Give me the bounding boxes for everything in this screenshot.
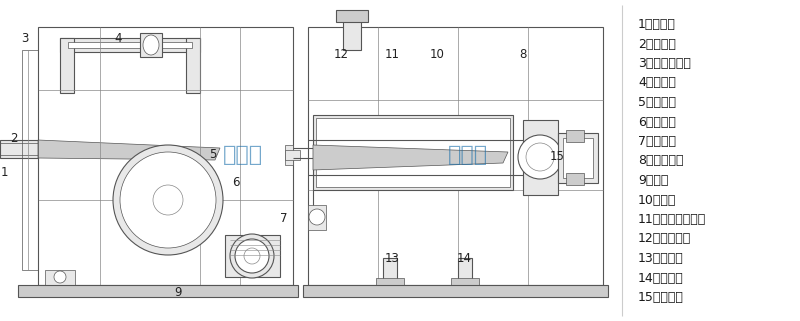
Text: 6: 6 bbox=[232, 176, 240, 188]
Text: 14: 14 bbox=[457, 251, 471, 265]
Bar bbox=[0, 140, 38, 158]
Text: 7: 7 bbox=[280, 213, 288, 225]
Bar bbox=[376, 278, 404, 288]
Bar bbox=[308, 205, 326, 230]
Text: 5: 5 bbox=[210, 149, 217, 161]
Text: 11: 11 bbox=[385, 48, 399, 62]
Text: 1、固定架: 1、固定架 bbox=[638, 18, 676, 31]
Text: 3: 3 bbox=[22, 31, 29, 45]
Bar bbox=[18, 285, 298, 297]
Bar bbox=[558, 133, 598, 183]
Text: 1: 1 bbox=[0, 166, 8, 178]
Bar bbox=[186, 38, 200, 93]
Polygon shape bbox=[38, 140, 220, 160]
Bar bbox=[458, 258, 472, 288]
Text: 13: 13 bbox=[385, 251, 399, 265]
Text: 6、排污口: 6、排污口 bbox=[638, 116, 676, 128]
Text: 7、离心泵: 7、离心泵 bbox=[638, 135, 676, 148]
Text: 2: 2 bbox=[10, 132, 18, 144]
Bar bbox=[303, 285, 608, 297]
Text: 14、放净口: 14、放净口 bbox=[638, 272, 684, 284]
Text: 9、底架: 9、底架 bbox=[638, 174, 668, 187]
Bar bbox=[225, 235, 280, 277]
Text: 新安江: 新安江 bbox=[223, 145, 263, 165]
Bar bbox=[383, 258, 397, 288]
Circle shape bbox=[235, 239, 269, 273]
Bar bbox=[343, 15, 361, 50]
Bar bbox=[316, 118, 510, 187]
Bar bbox=[523, 120, 558, 195]
Bar bbox=[566, 173, 584, 185]
Text: 4: 4 bbox=[114, 31, 122, 45]
Bar bbox=[563, 138, 593, 178]
Ellipse shape bbox=[143, 35, 159, 55]
Circle shape bbox=[518, 135, 562, 179]
Text: 12、蚕汽进口: 12、蚕汽进口 bbox=[638, 232, 691, 246]
Text: 12: 12 bbox=[334, 48, 349, 62]
Text: 8: 8 bbox=[519, 48, 526, 62]
Circle shape bbox=[113, 145, 223, 255]
Circle shape bbox=[54, 271, 66, 283]
Text: 15: 15 bbox=[550, 151, 565, 163]
Bar bbox=[285, 145, 293, 165]
Text: 工业泵: 工业泵 bbox=[448, 145, 488, 165]
Bar bbox=[60, 38, 74, 93]
Text: 2、溢流口: 2、溢流口 bbox=[638, 38, 676, 50]
Bar bbox=[68, 42, 192, 48]
Text: 11、水噴射真空泵: 11、水噴射真空泵 bbox=[638, 213, 706, 226]
Bar bbox=[38, 27, 293, 285]
Bar bbox=[60, 38, 200, 52]
Bar bbox=[566, 130, 584, 142]
Circle shape bbox=[120, 152, 216, 248]
Text: 10: 10 bbox=[430, 48, 445, 62]
Text: 10、水箱: 10、水箱 bbox=[638, 194, 676, 206]
Text: 15、补水口: 15、补水口 bbox=[638, 291, 684, 304]
Bar bbox=[336, 10, 368, 22]
Bar bbox=[451, 278, 479, 288]
Text: 4、止回阀: 4、止回阀 bbox=[638, 76, 676, 90]
Polygon shape bbox=[313, 145, 508, 170]
Text: 8、系统球阀: 8、系统球阀 bbox=[638, 154, 683, 168]
Text: 5、缓冲罐: 5、缓冲罐 bbox=[638, 96, 676, 109]
Circle shape bbox=[230, 234, 274, 278]
Text: 13、放净口: 13、放净口 bbox=[638, 252, 684, 265]
Bar bbox=[140, 33, 162, 57]
Bar bbox=[313, 115, 513, 190]
Bar bbox=[285, 150, 300, 160]
Bar bbox=[308, 27, 603, 285]
Bar bbox=[45, 270, 75, 285]
Text: 9: 9 bbox=[174, 285, 182, 299]
Text: 3、蚕汽噴射泵: 3、蚕汽噴射泵 bbox=[638, 57, 691, 70]
Circle shape bbox=[309, 209, 325, 225]
Bar bbox=[22, 50, 38, 270]
